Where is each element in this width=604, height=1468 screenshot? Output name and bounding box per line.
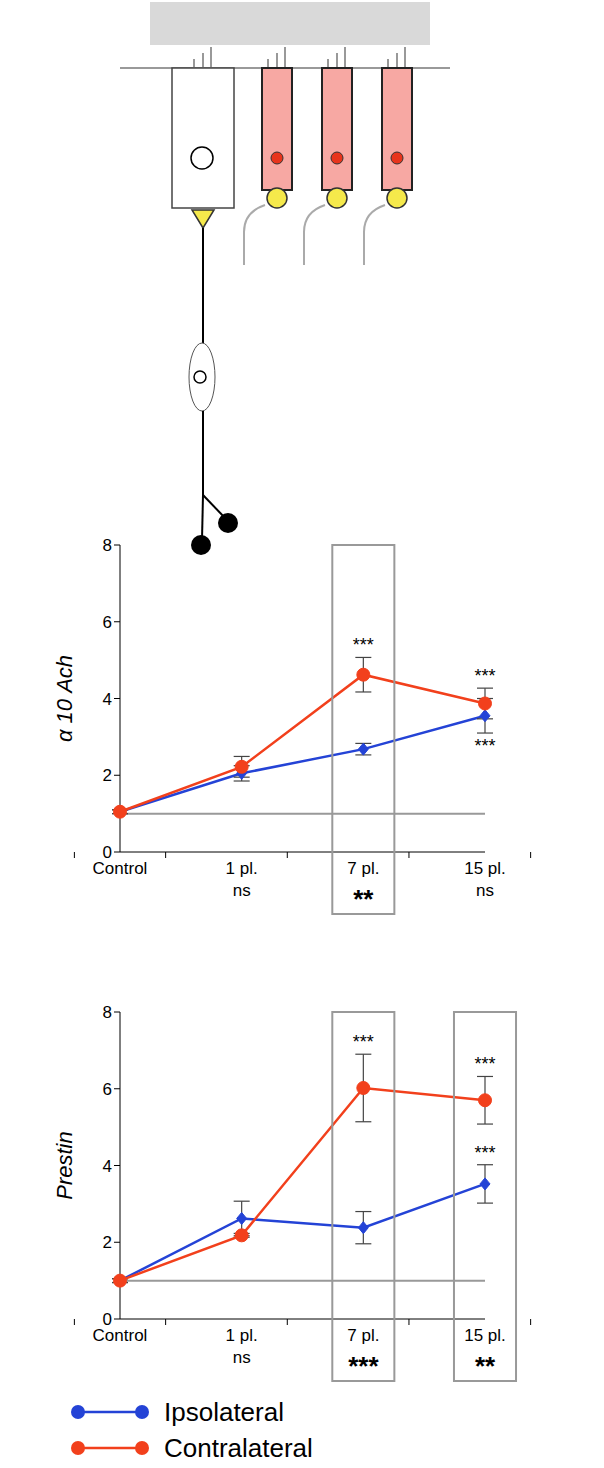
svg-text:1 pl.: 1 pl. [226,859,258,878]
svg-text:***: *** [474,1054,495,1074]
svg-text:***: *** [474,736,495,756]
svg-text:0: 0 [103,1310,112,1329]
html-text:Ipsolateral: Ipsolateral [164,1396,284,1427]
svg-text:2: 2 [103,766,112,785]
svg-text:1 pl.: 1 pl. [226,1326,258,1345]
svg-text:15 pl.: 15 pl. [464,1326,506,1345]
svg-text:**: ** [475,1351,496,1381]
svg-text:0: 0 [103,843,112,862]
svg-text:7 pl.: 7 pl. [347,859,379,878]
svg-text:4: 4 [103,1157,112,1176]
svg-text:7 pl.: 7 pl. [347,1326,379,1345]
svg-text:2: 2 [103,1233,112,1252]
svg-text:***: *** [474,1143,495,1163]
svg-text:***: *** [353,635,374,655]
svg-text:8: 8 [103,1003,112,1022]
svg-text:Control: Control [93,859,148,878]
html-text:Contralateral: Contralateral [164,1432,313,1463]
svg-text:ns: ns [233,1348,251,1367]
svg-text:Prestin: Prestin [52,1131,77,1199]
svg-text:***: *** [348,1351,379,1381]
svg-text:8: 8 [103,536,112,555]
svg-text:6: 6 [103,613,112,632]
svg-text:4: 4 [103,690,112,709]
svg-text:***: *** [353,1032,374,1052]
svg-text:ns: ns [233,881,251,900]
svg-text:15 pl.: 15 pl. [464,859,506,878]
svg-text:Control: Control [93,1326,148,1345]
svg-text:***: *** [474,666,495,686]
svg-text:α 10 Ach: α 10 Ach [52,655,77,742]
svg-text:ns: ns [476,881,494,900]
svg-text:**: ** [353,884,374,914]
svg-text:6: 6 [103,1080,112,1099]
